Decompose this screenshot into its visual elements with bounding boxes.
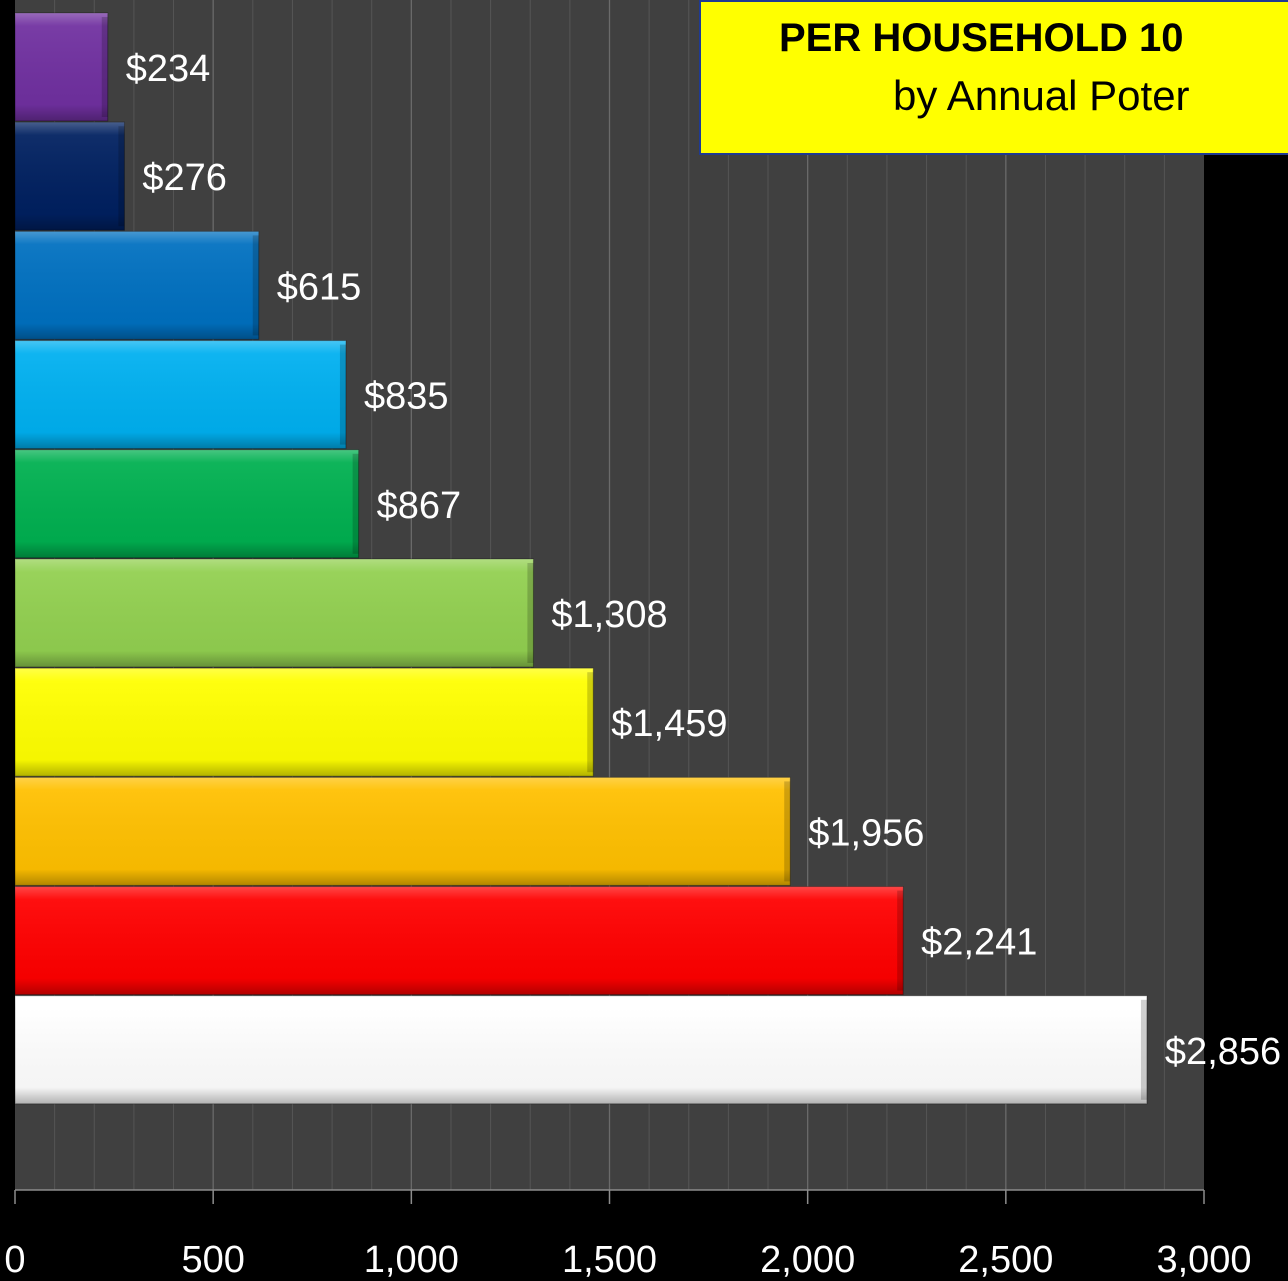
bar-value-label: $234 <box>126 48 211 90</box>
bar-edge <box>118 126 125 227</box>
bar-group <box>14 230 260 340</box>
bar-edge <box>339 344 346 445</box>
bars <box>14 12 1148 1105</box>
bar-bevel <box>15 668 594 777</box>
x-tick-label: 3,000 <box>1156 1239 1251 1281</box>
bar-value-label: $1,459 <box>611 703 727 745</box>
bar-value-label: $276 <box>142 157 227 199</box>
bar-group <box>14 340 347 450</box>
bar-group <box>14 558 534 668</box>
bar-value-label: $615 <box>277 266 362 308</box>
bar-bevel <box>15 995 1147 1104</box>
bar-bevel <box>15 777 791 886</box>
bar-edge <box>352 453 359 554</box>
bar-bevel <box>15 122 125 231</box>
bar-value-label: $2,241 <box>921 922 1037 964</box>
bar-edge <box>1140 999 1147 1100</box>
x-tick-label: 1,000 <box>364 1239 459 1281</box>
bar-group <box>14 776 791 886</box>
bar-value-label: $1,308 <box>551 594 667 636</box>
bar-edge <box>784 781 791 882</box>
chart-title: PER HOUSEHOLD 10 <box>779 16 1184 60</box>
bar-bevel <box>15 559 534 667</box>
x-tick-label: 0 <box>4 1239 25 1281</box>
bar-bevel <box>15 340 346 449</box>
bar-value-label: $1,956 <box>808 812 924 854</box>
x-tick-label: 2,000 <box>760 1239 855 1281</box>
bar-bevel <box>15 449 359 558</box>
x-tick-labels: 0 500 1,000 1,500 2,000 2,500 3,000 <box>4 1239 1251 1281</box>
bar-group <box>14 449 360 559</box>
bar-edge <box>587 672 594 773</box>
bar-group <box>14 995 1148 1105</box>
x-tick-label: 2,500 <box>958 1239 1053 1281</box>
bar-group <box>14 12 109 122</box>
bar-group <box>14 121 125 231</box>
bar-value-label: $2,856 <box>1165 1031 1281 1073</box>
bar-edge <box>897 890 904 991</box>
data-labels: $234 $276 $615 $835 $867 $1,308 $1,459 $1,956 $2… <box>126 48 1281 1073</box>
bar-edge <box>527 563 534 663</box>
x-axis <box>14 1189 1205 1204</box>
bar-bevel <box>15 13 108 121</box>
bar-edge <box>252 235 259 336</box>
bar-bevel <box>15 886 904 995</box>
bar-value-label: $835 <box>364 376 449 418</box>
x-tick-label: 1,500 <box>562 1239 657 1281</box>
bar-value-label: $867 <box>377 485 462 527</box>
chart-title-box: PER HOUSEHOLD 10 by Annual Poter <box>699 0 1288 155</box>
bar-group <box>14 667 594 777</box>
bar-bevel <box>15 231 259 340</box>
bar-edge <box>101 17 108 117</box>
x-tick-label: 500 <box>181 1239 244 1281</box>
chart-subtitle: by Annual Poter <box>893 72 1190 119</box>
bar-group <box>14 886 904 996</box>
